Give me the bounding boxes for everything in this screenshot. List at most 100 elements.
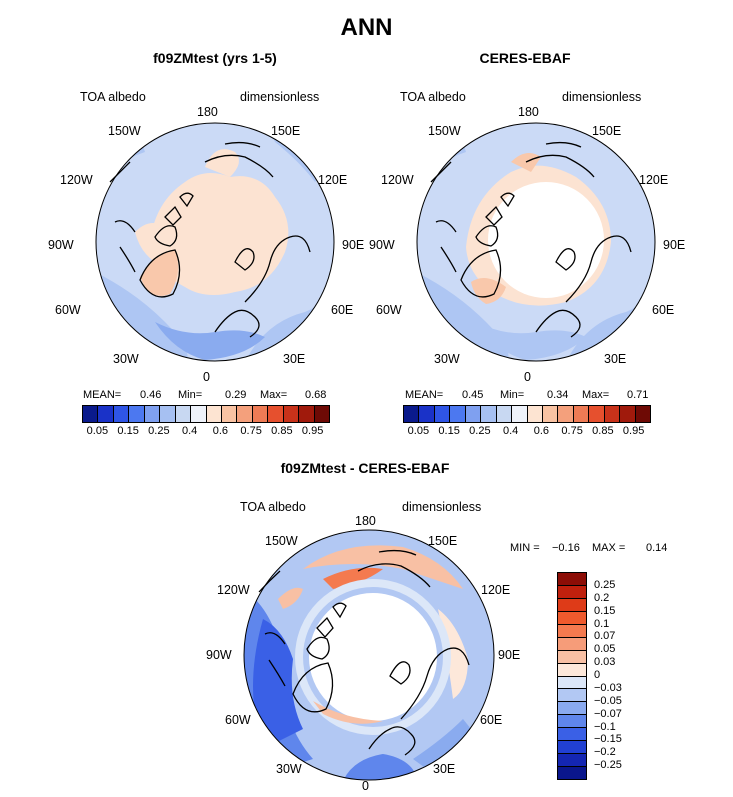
colorbar-tick-label: 0.05: [407, 425, 430, 437]
panel-1-max-label: Max=: [260, 389, 288, 401]
colorbar-tick-label: 0.6: [533, 425, 550, 437]
panel-1-lon-120e: 120E: [318, 173, 348, 187]
panel-1-lon-30e: 30E: [283, 352, 306, 366]
panel-1-lon-120w: 120W: [60, 173, 93, 187]
panel-1-lon-60e: 60E: [331, 303, 354, 317]
colorbar-tick-label: −0.07: [594, 707, 622, 720]
colorbar-swatch: [268, 406, 284, 422]
panel-2-title: CERES-EBAF: [479, 50, 571, 66]
panel-2-lon-180: 180: [518, 105, 539, 119]
colorbar-tick-label: 0.6: [212, 425, 229, 437]
panel-3-variable-label: TOA albedo: [240, 500, 306, 514]
panel-2-lon-150w: 150W: [428, 124, 461, 138]
colorbar-swatch: [481, 406, 497, 422]
panel-3-lon-150e: 150E: [428, 534, 458, 548]
colorbar-swatch: [558, 585, 586, 599]
colorbar-tick-label: −0.2: [594, 746, 616, 759]
colorbar-tick-label: 0.15: [117, 425, 139, 437]
colorbar-swatch: [558, 406, 574, 422]
colorbar-swatch: [496, 406, 513, 422]
colorbar-swatch: [299, 406, 315, 422]
colorbar-swatch: [175, 406, 192, 422]
panel-3-lon-120w: 120W: [217, 583, 250, 597]
panel-2-polar-map: [416, 122, 656, 362]
colorbar-swatch: [283, 406, 300, 422]
panel-1-max-value: 0.68: [305, 389, 327, 401]
colorbar-swatch: [620, 406, 636, 422]
colorbar-swatch: [542, 406, 559, 422]
panel-3-max-label: MAX =: [592, 542, 626, 554]
panel-2-lon-60e: 60E: [652, 303, 675, 317]
colorbar-tick-label: −0.1: [594, 720, 616, 733]
colorbar-swatch: [160, 406, 176, 422]
colorbar-swatch: [589, 406, 605, 422]
colorbar-swatch: [558, 598, 586, 612]
panel-1-lon-0: 0: [203, 370, 210, 384]
colorbar-swatch: [83, 406, 99, 422]
colorbar-swatch: [191, 406, 207, 422]
panel-3-lon-30w: 30W: [276, 762, 302, 776]
panel-2-lon-30w: 30W: [434, 352, 460, 366]
main-title: ANN: [340, 14, 393, 41]
colorbar-swatch: [434, 406, 451, 422]
panel-3-polar-map: [243, 529, 495, 781]
colorbar-tick-label: 0.85: [592, 425, 614, 437]
colorbar-tick-label: −0.15: [594, 733, 622, 746]
panel-3-max-value: 0.14: [646, 542, 668, 554]
colorbar-swatch: [558, 741, 586, 755]
colorbar-tick-label: 0.85: [271, 425, 293, 437]
colorbar-swatch: [314, 406, 329, 422]
colorbar-tick-label: 0.75: [240, 425, 262, 437]
colorbar-swatch: [129, 406, 145, 422]
colorbar-tick-label: 0.05: [594, 643, 616, 656]
colorbar-swatch: [450, 406, 466, 422]
panel-3-lon-180: 180: [355, 514, 376, 528]
panel-1-min-label: Min=: [178, 389, 203, 401]
colorbar-swatch: [558, 767, 586, 779]
difference-colorbar: [557, 572, 587, 780]
panel-2-lon-120w: 120W: [381, 173, 414, 187]
panel-1-lon-90e: 90E: [342, 238, 365, 252]
colorbar-swatch: [604, 406, 621, 422]
panel-2-min-label: Min=: [500, 389, 525, 401]
panel-2-max-value: 0.71: [627, 389, 649, 401]
panel-2-lon-120e: 120E: [639, 173, 669, 187]
panel-2-lon-90e: 90E: [663, 238, 686, 252]
panel-2-max-label: Max=: [582, 389, 610, 401]
panel-1-variable-label: TOA albedo: [80, 90, 146, 104]
panel-3-lon-60w: 60W: [225, 713, 251, 727]
colorbar-swatch: [512, 406, 528, 422]
panel-1-lon-180: 180: [197, 105, 218, 119]
colorbar-swatch: [558, 624, 586, 638]
colorbar-tick-label: 0.1: [594, 617, 610, 630]
panel-2-lon-60w: 60W: [376, 303, 402, 317]
colorbar-tick-label: 0.95: [301, 425, 324, 437]
colorbar-tick-label: 0.05: [86, 425, 109, 437]
colorbar-tick-label: 0.25: [469, 425, 491, 437]
colorbar-swatch: [558, 689, 586, 703]
panel-3-title: f09ZMtest - CERES-EBAF: [280, 460, 450, 476]
colorbar-swatch: [558, 754, 586, 768]
panel-1-lon-150w: 150W: [108, 124, 141, 138]
colorbar-tick-label: 0.03: [594, 656, 616, 669]
panel-3-lon-0: 0: [362, 779, 369, 793]
panel-1-lon-150e: 150E: [271, 124, 301, 138]
colorbar-tick-label: 0.2: [594, 591, 610, 604]
panel-2-mean-label: MEAN=: [405, 389, 444, 401]
panel-1-lon-60w: 60W: [55, 303, 81, 317]
panel-2-units-label: dimensionless: [562, 90, 642, 104]
panel-1-min-value: 0.29: [225, 389, 247, 401]
colorbar-tick-label: 0.25: [594, 578, 616, 591]
colorbar-swatch: [144, 406, 161, 422]
colorbar-tick-label: 0.95: [622, 425, 645, 437]
colorbar-swatch: [558, 611, 586, 625]
colorbar-tick-label: 0.4: [502, 425, 519, 437]
colorbar-swatch: [527, 406, 543, 422]
colorbar-swatch: [221, 406, 238, 422]
panel-1-polar-map: [95, 122, 335, 362]
panel-1-lon-90w: 90W: [48, 238, 74, 252]
colorbar-swatch: [558, 715, 586, 729]
colorbar-swatch: [237, 406, 253, 422]
colorbar-tick-label: 0.4: [181, 425, 198, 437]
colorbar-tick-label: 0.15: [438, 425, 460, 437]
